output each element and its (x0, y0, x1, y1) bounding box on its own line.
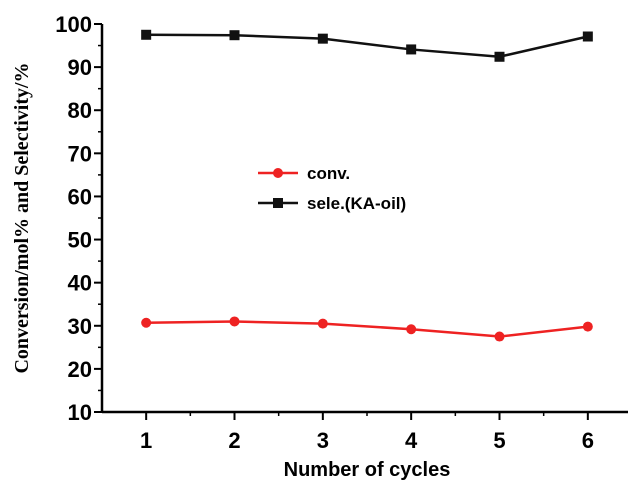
data-point-conv (317, 318, 328, 329)
y-axis-title: Conversion/mol% and Selectivity/% (11, 62, 33, 373)
data-point-sele (406, 44, 417, 55)
x-axis-ticks: 1 2 3 4 5 6 (140, 412, 594, 453)
y-tick-label: 90 (68, 55, 92, 80)
data-point-sele (141, 29, 152, 40)
x-tick-label: 5 (493, 428, 505, 453)
data-point-sele (494, 51, 505, 62)
data-point-sele (317, 33, 328, 44)
legend-label-conv: conv. (307, 164, 350, 183)
y-tick-label: 80 (68, 98, 92, 123)
y-tick-label: 50 (68, 228, 92, 253)
series-conv (141, 316, 593, 342)
legend-marker-sele (273, 198, 283, 208)
data-point-conv (494, 331, 505, 342)
y-tick-label: 30 (68, 314, 92, 339)
legend-label-sele: sele.(KA-oil) (307, 194, 406, 213)
x-tick-label: 3 (317, 428, 329, 453)
series-sele (141, 29, 593, 62)
x-axis-title: Number of cycles (284, 459, 451, 481)
y-axis-ticks: 10 20 30 40 50 60 70 80 90 100 (55, 12, 102, 425)
data-point-sele (582, 31, 593, 42)
x-tick-label: 4 (405, 428, 418, 453)
legend-item-sele: sele.(KA-oil) (258, 194, 406, 213)
series-line-conv (146, 320, 588, 338)
y-tick-label: 40 (68, 271, 92, 296)
y-tick-label: 70 (68, 141, 92, 166)
data-point-conv (582, 321, 593, 332)
x-tick-label: 1 (140, 428, 152, 453)
data-point-sele (229, 30, 240, 41)
legend: conv. sele.(KA-oil) (258, 164, 406, 213)
plot-frame (100, 24, 628, 414)
y-tick-label: 10 (68, 400, 92, 425)
y-tick-label: 20 (68, 357, 92, 382)
series-layer (141, 29, 593, 342)
series-line-sele (146, 33, 589, 59)
data-point-conv (406, 324, 417, 335)
y-tick-label: 100 (55, 12, 92, 37)
x-tick-label: 6 (582, 428, 594, 453)
legend-marker-conv (273, 168, 283, 178)
y-tick-label: 60 (68, 184, 92, 209)
data-point-conv (229, 316, 240, 327)
legend-item-conv: conv. (258, 164, 350, 183)
x-tick-label: 2 (228, 428, 240, 453)
data-point-conv (141, 317, 152, 328)
